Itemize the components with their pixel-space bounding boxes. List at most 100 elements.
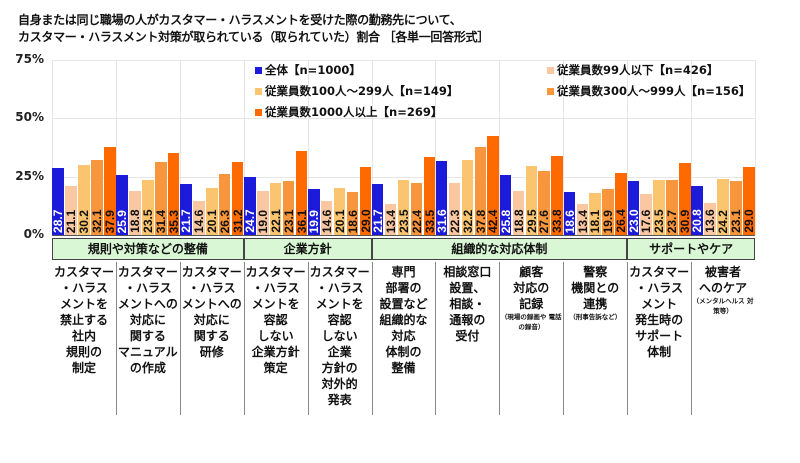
bar: 30.9: [678, 162, 692, 235]
bar: 31.4: [153, 161, 168, 235]
bar: 24.7: [243, 177, 258, 235]
chart-title-line2: カスタマー・ハラスメント対策が取られている（取られていた）割合 ［各単一回答形式…: [18, 30, 489, 44]
category-label: カスタマー ・ハラス メントを 容認 しない 企業方針 策定: [245, 265, 306, 375]
bar: 23.5: [141, 180, 156, 235]
bar: 18.6: [345, 191, 360, 235]
plot-area: 28.7 21.1 30.2 32.1 37.9 25.9 18.8 23.5 31.4 35.3…: [51, 60, 756, 235]
chart-title-line1: 自身または同じ職場の人がカスタマー・ハラスメントを受けた際の勤務先について、: [18, 13, 462, 27]
bar-value-label: 18.6: [345, 209, 360, 234]
bar-value-label: 20.1: [204, 209, 219, 234]
category-label: カスタマー ・ハラス メントを 容認 しない 企業 方針の 対外的 発表: [309, 265, 370, 407]
bar-value-label: 26.3: [217, 209, 232, 234]
bar: 13.6: [703, 203, 717, 235]
bar-value-label: 32.2: [460, 209, 475, 234]
category-divider: [499, 262, 501, 415]
legend-swatch: [547, 87, 554, 95]
y-tick-label: 75%: [15, 52, 44, 66]
gridline-vertical: [179, 60, 181, 235]
bar: 27.6: [537, 170, 551, 235]
bar-value-label: 18.8: [511, 209, 526, 234]
bar: 31.2: [231, 162, 245, 235]
chart-title: 自身または同じ職場の人がカスタマー・ハラスメントを受けた際の勤務先について、 カ…: [18, 12, 489, 46]
bar: 42.4: [486, 136, 500, 235]
category-label: 相談窓口 設置、 相談・ 通報の 受付: [443, 265, 492, 343]
category-label: カスタマー ・ハラス メントへの 対応に 関する マニュアル の作成: [117, 265, 178, 375]
legend-label: 全体【n=1000】: [265, 63, 361, 77]
bar-value-label: 31.6: [434, 209, 449, 234]
category-divider: [435, 262, 437, 415]
bar: 37.8: [474, 146, 488, 235]
bar: 18.6: [562, 191, 577, 235]
bar: 22.1: [268, 183, 283, 235]
category-label: 被害者 へのケア （メンタルヘルス 対策等）: [692, 265, 754, 315]
gridline-75: [52, 60, 755, 61]
bar-value-label: 23.5: [396, 209, 411, 234]
gridline-vertical: [691, 60, 693, 235]
category-divider: [307, 262, 309, 415]
bar: 20.8: [690, 186, 704, 235]
bar: 23.0: [627, 181, 641, 235]
bar: 31.6: [434, 161, 449, 235]
category-label: 専門 部署の 設置など 組織的な 対応 体制の 整備: [379, 265, 428, 375]
bar: 23.7: [665, 179, 679, 235]
y-tick-label: 50%: [15, 110, 44, 125]
category-note: （メンタルヘルス 対策等）: [692, 297, 754, 315]
gridline-vertical: [115, 60, 117, 235]
y-tick-label: 0%: [23, 227, 44, 241]
category-divider: [179, 262, 181, 415]
category-label: 顧客 対応の 記録 （現場の録画や 電話の録音）: [500, 265, 562, 331]
bar: 29.0: [742, 167, 756, 235]
bar: 23.5: [652, 180, 666, 235]
category-label: カスタマー ・ハラス メントへの 対応に 関する 研修: [181, 265, 242, 359]
bar-value-label: 25.8: [498, 209, 513, 234]
bar: 32.1: [90, 160, 104, 235]
bar: 25.8: [498, 174, 513, 235]
bar: 20.1: [204, 188, 219, 235]
x-axis-baseline: [52, 235, 755, 236]
bar: 25.9: [115, 174, 129, 235]
legend-item: 従業員数99人以下【n=426】: [547, 62, 718, 78]
bar-value-label: 31.4: [153, 209, 168, 234]
bar: 23.1: [729, 181, 743, 235]
bar-value-label: 23.5: [141, 209, 156, 234]
bar: 18.1: [588, 192, 602, 235]
legend-swatch: [255, 66, 262, 74]
category-note: （現場の録画や 電話の録音）: [500, 313, 562, 331]
gridline-vertical: [499, 60, 501, 235]
bar-value-label: 20.1: [332, 209, 347, 234]
bar: 29.0: [359, 167, 373, 235]
bar-value-label: 18.6: [562, 209, 577, 234]
bar: 20.1: [332, 188, 347, 235]
category-group-band: サポートやケア: [627, 238, 755, 260]
legend-item: 従業員数300人～999人【n=156】: [547, 83, 750, 99]
bar: 21.7: [370, 184, 385, 235]
category-label: 警察 機関との 連携 （刑事告訴など）: [563, 262, 627, 415]
bar: 26.4: [614, 173, 628, 235]
bar: 19.0: [256, 190, 270, 235]
legend-item: 従業員数100人～299人【n=149】: [255, 83, 458, 99]
category-label: カスタマー ・ハラス メントを 禁止する 社内 規則の 制定: [53, 265, 114, 375]
category-divider: [371, 262, 373, 415]
bar: 23.5: [396, 180, 411, 235]
bar: 29.5: [525, 166, 539, 235]
bar: 17.6: [639, 193, 653, 235]
bar-value-label: 24.7: [243, 209, 258, 234]
bar: 33.8: [550, 156, 564, 235]
bar-value-label: 22.1: [268, 209, 283, 234]
gridline-vertical: [435, 60, 437, 235]
bar: 22.4: [410, 182, 424, 235]
category-divider: [627, 262, 629, 415]
bar: 22.3: [448, 182, 462, 235]
bar: 13.4: [384, 203, 398, 235]
bar-value-label: 14.6: [192, 209, 207, 234]
bar-value-label: 21.7: [370, 209, 385, 234]
gridline-vertical: [243, 60, 245, 235]
bar: 26.3: [217, 173, 232, 235]
category-label: カスタマー ・ハラス メント 発生時の サポート 体制: [629, 265, 690, 359]
legend-label: 従業員数100人～299人【n=149】: [265, 84, 459, 98]
category-divider: [243, 262, 245, 415]
bar-value-label: 14.6: [319, 209, 334, 234]
bar: 14.6: [319, 200, 334, 235]
category-divider: [115, 262, 117, 415]
bar: 28.7: [51, 168, 65, 235]
